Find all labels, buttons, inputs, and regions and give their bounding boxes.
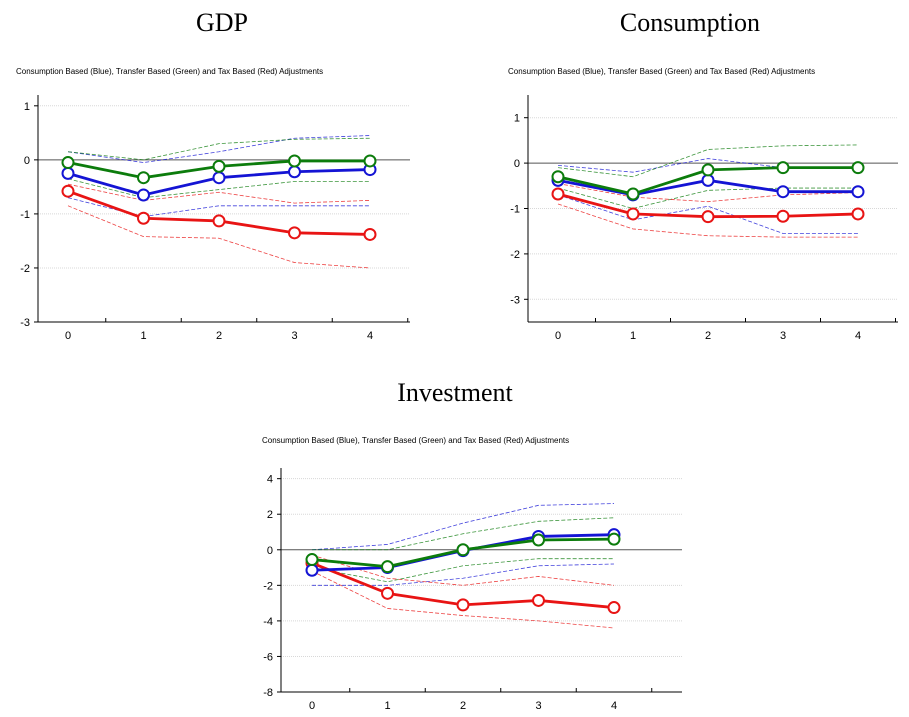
x-tick-label: 0 [555,330,561,342]
green-band-lower-line [311,558,614,583]
y-tick-label: -2 [510,249,520,261]
y-tick-label: 0 [24,155,30,167]
y-tick-label: 1 [514,113,520,125]
x-tick-label: 0 [65,330,71,342]
x-tick-label: 3 [535,700,541,712]
y-tick-label: 1 [24,101,30,113]
x-tick-label: 2 [216,330,222,342]
red-point [363,227,377,241]
blue-point [137,188,150,202]
x-tick-label: 4 [611,700,617,712]
investment-subtitle: Consumption Based (Blue), Transfer Based… [262,436,570,445]
green-point [851,161,865,175]
red-band-lower-line [67,205,371,269]
consumption-subtitle: Consumption Based (Blue), Transfer Based… [508,67,816,76]
red-point [212,214,226,228]
y-tick-label: -6 [263,651,273,663]
x-tick-label: 2 [460,700,466,712]
x-tick-label: 4 [855,330,861,342]
red-point [701,210,715,224]
green-band-upper-line [67,137,371,161]
green-point [61,156,75,170]
y-tick-label: -3 [20,317,30,329]
x-tick-label: 3 [780,330,786,342]
green-band-upper-line [557,144,859,178]
red-point [607,601,621,615]
green-point [456,543,470,557]
red-point [851,207,865,221]
red-point [61,184,75,198]
consumption-title: Consumption [619,8,761,37]
green-point [305,553,319,567]
green-point [137,171,150,185]
blue-band-lower-line [312,563,615,586]
green-point [701,163,715,177]
y-tick-label: -1 [510,204,520,216]
blue-band-upper-line [67,135,371,163]
green-band-upper-line [312,517,615,551]
y-tick-label: -2 [20,263,30,275]
x-tick-label: 0 [309,700,315,712]
x-tick-label: 2 [705,330,711,342]
green-point [532,533,545,547]
blue-band-upper-line [311,503,615,551]
y-tick-label: 4 [267,474,273,486]
red-point [456,598,470,612]
x-tick-label: 1 [384,700,390,712]
y-tick-label: 0 [267,545,273,557]
green-point [381,560,394,574]
red-point [137,211,150,225]
red-band-lower-line [557,203,858,238]
blue-point [305,563,319,577]
red-band-upper-line [557,183,859,203]
green-point [212,159,226,173]
y-tick-label: -1 [20,209,30,221]
green-point [776,161,790,175]
green-point [551,170,565,184]
green-point [607,532,621,546]
red-point [626,207,640,221]
y-tick-label: 2 [267,509,273,521]
y-tick-label: -3 [510,294,520,306]
green-point [288,154,301,168]
investment-title: Investment [397,378,513,407]
x-tick-label: 1 [140,330,146,342]
green-point [363,154,377,168]
gdp-title: GDP [195,8,248,37]
x-tick-label: 3 [291,330,297,342]
y-tick-label: 0 [514,158,520,170]
y-tick-label: -4 [263,616,273,628]
x-tick-label: 1 [630,330,636,342]
green-band-lower-line [67,178,370,199]
red-point [776,209,790,223]
blue-point [776,185,790,199]
red-point [532,593,545,607]
gdp-subtitle: Consumption Based (Blue), Transfer Based… [16,67,324,76]
red-point [381,586,394,600]
red-point [551,187,565,201]
red-band-upper-line [67,183,371,204]
green-point [626,187,640,201]
red-band-lower-line [311,570,615,629]
blue-point [851,185,865,199]
x-tick-label: 4 [367,330,373,342]
blue-band-lower-line [557,194,858,234]
red-point [288,226,301,240]
green-band-lower-line [557,187,858,209]
y-tick-label: -2 [263,580,273,592]
y-tick-label: -8 [263,687,273,699]
